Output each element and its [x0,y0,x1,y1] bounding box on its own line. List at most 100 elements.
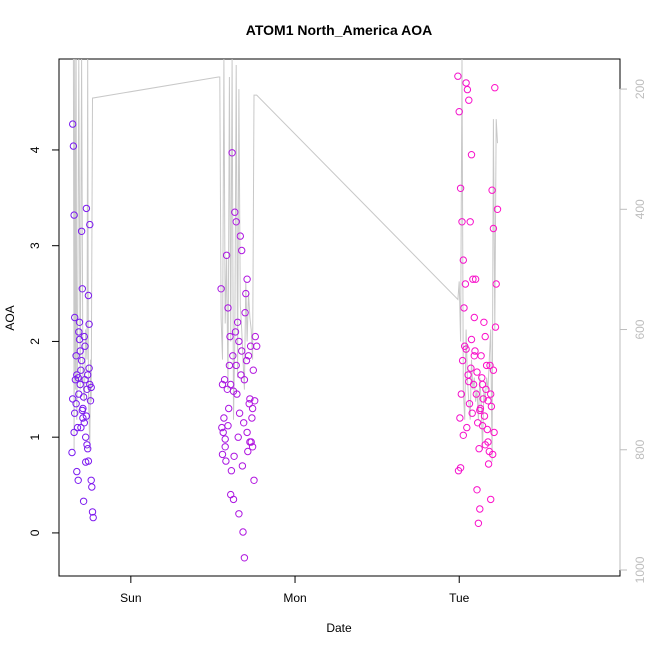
data-point [222,457,230,465]
data-point [238,246,246,255]
y-tick-label: 0 [28,529,42,536]
data-point [481,332,489,341]
data-point [222,251,231,260]
data-point [237,371,245,379]
data-point [74,476,82,484]
data-point [77,423,85,432]
x-tick-label: Tue [449,591,470,605]
data-point [88,483,96,491]
data-point [74,374,82,382]
data-point [465,377,473,386]
y-tick-label: 4 [28,146,42,153]
data-point [246,342,255,350]
data-point [220,376,229,384]
y2-tick-label: 200 [633,79,647,99]
data-point [240,554,249,562]
data-point [236,232,245,240]
data-point [467,335,476,344]
data-point [491,84,499,92]
data-point [75,318,84,326]
data-point [82,433,90,441]
data-point [245,400,253,408]
data-point [478,422,487,430]
data-point [81,342,89,350]
chart-title: ATOM1 North_America AOA [246,22,432,38]
data-point [250,476,258,484]
data-point [89,513,97,522]
data-point [465,96,473,104]
data-point [454,72,462,80]
data-point [461,280,470,288]
data-point [86,397,95,405]
data-point [84,445,92,453]
data-point [493,205,502,214]
data-point [460,304,468,312]
data-point [484,460,493,468]
data-point [69,142,78,150]
data-point [475,445,483,453]
data-point [232,361,240,370]
data-point [246,395,254,403]
data-point [490,428,498,437]
data-point [242,289,250,298]
data-point [488,186,496,194]
data-point [73,423,82,432]
data-point [84,291,93,300]
data-point [220,414,228,422]
data-point [478,374,486,382]
y-axis-label: AOA [3,305,17,330]
data-point [477,352,485,360]
data-point [479,395,487,403]
data-point [455,108,463,116]
data-point [230,452,238,460]
data-point [71,409,79,417]
data-point [85,320,93,328]
data-point [229,387,238,395]
data-point [75,328,83,336]
data-point [470,352,478,360]
data-point [224,422,232,430]
data-point [484,397,492,405]
data-point [476,406,484,415]
data-point [251,332,260,341]
scatter-points [68,72,502,562]
y2-tick-label: 400 [633,199,647,219]
data-point [69,120,77,128]
data-point [235,337,243,346]
data-point [78,406,87,415]
y-axis: 0 1 2 3 4 [28,146,60,536]
data-point [486,361,494,370]
data-point [463,423,471,432]
data-point [75,335,84,344]
data-point [458,356,467,365]
data-point [243,428,251,437]
data-point [253,342,261,350]
x-tick-label: Mon [283,591,306,605]
data-point [462,345,470,353]
data-point [459,431,467,439]
data-point [480,412,489,420]
data-point [224,304,232,312]
data-point [457,390,465,398]
data-point [473,368,481,376]
x-axis: Sun Mon Tue [120,575,470,605]
data-point [221,443,229,451]
data-point [228,149,236,157]
data-point [227,490,235,499]
data-point [467,151,476,159]
data-point [489,366,498,374]
data-point [467,364,475,372]
x-axis-label: Date [326,621,352,635]
data-point [489,224,498,233]
data-point [79,497,88,505]
data-point [239,528,247,536]
data-point [243,275,251,283]
data-point [77,366,85,374]
data-point [88,508,97,516]
data-point [487,402,496,411]
data-point [456,184,465,193]
data-point [240,376,249,384]
data-point [456,464,465,472]
data-point [242,356,251,365]
data-point [491,323,500,331]
